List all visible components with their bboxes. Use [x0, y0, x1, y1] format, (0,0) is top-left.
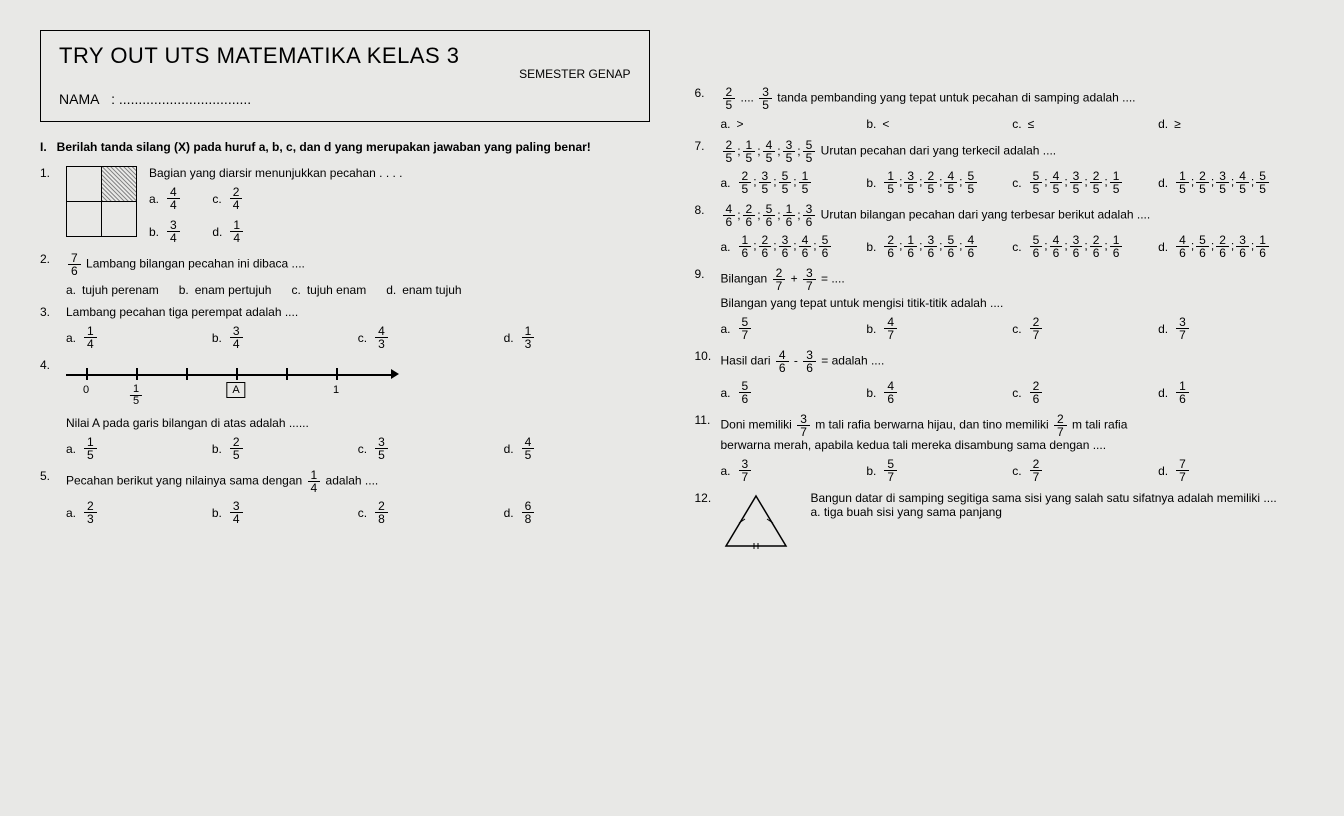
name-field: NAMA : .................................… [59, 91, 631, 107]
worksheet-page: TRY OUT UTS MATEMATIKA KELAS 3 SEMESTER … [0, 0, 1344, 816]
number-line-icon: 0 15 A 1 [66, 362, 396, 412]
triangle-icon [721, 491, 791, 551]
question-3: 3. Lambang pecahan tiga perempat adalah … [40, 305, 650, 352]
header-box: TRY OUT UTS MATEMATIKA KELAS 3 SEMESTER … [40, 30, 650, 122]
instruction: I. Berilah tanda silang (X) pada huruf a… [40, 140, 650, 154]
fraction-square-icon [66, 166, 137, 237]
question-12: 12. Bangun datar di samping segitiga sam… [695, 491, 1305, 551]
question-9: 9. Bilangan 27 + 37 = .... Bilangan yang… [695, 267, 1305, 343]
question-2: 2. 76 Lambang bilangan pecahan ini dibac… [40, 252, 650, 299]
left-column: TRY OUT UTS MATEMATIKA KELAS 3 SEMESTER … [40, 30, 650, 786]
question-4: 4. 0 15 A 1 Nilai A pada garis bilangan … [40, 358, 650, 463]
question-10: 10. Hasil dari 46 - 36 = adalah .... a.5… [695, 349, 1305, 407]
page-title: TRY OUT UTS MATEMATIKA KELAS 3 [59, 43, 631, 69]
right-column: 6. 25 .... 35 tanda pembanding yang tepa… [695, 30, 1305, 786]
question-8: 8. 46;26;56;16;36 Urutan bilangan pecaha… [695, 203, 1305, 261]
question-1: 1. Bagian yang diarsir menunjukkan pecah… [40, 166, 650, 246]
question-11: 11. Doni memiliki 37 m tali rafia berwar… [695, 413, 1305, 485]
question-5: 5. Pecahan berikut yang nilainya sama de… [40, 469, 650, 527]
question-6: 6. 25 .... 35 tanda pembanding yang tepa… [695, 86, 1305, 133]
semester-label: SEMESTER GENAP [59, 67, 631, 81]
question-7: 7. 25;15;45;35;55 Urutan pecahan dari ya… [695, 139, 1305, 197]
